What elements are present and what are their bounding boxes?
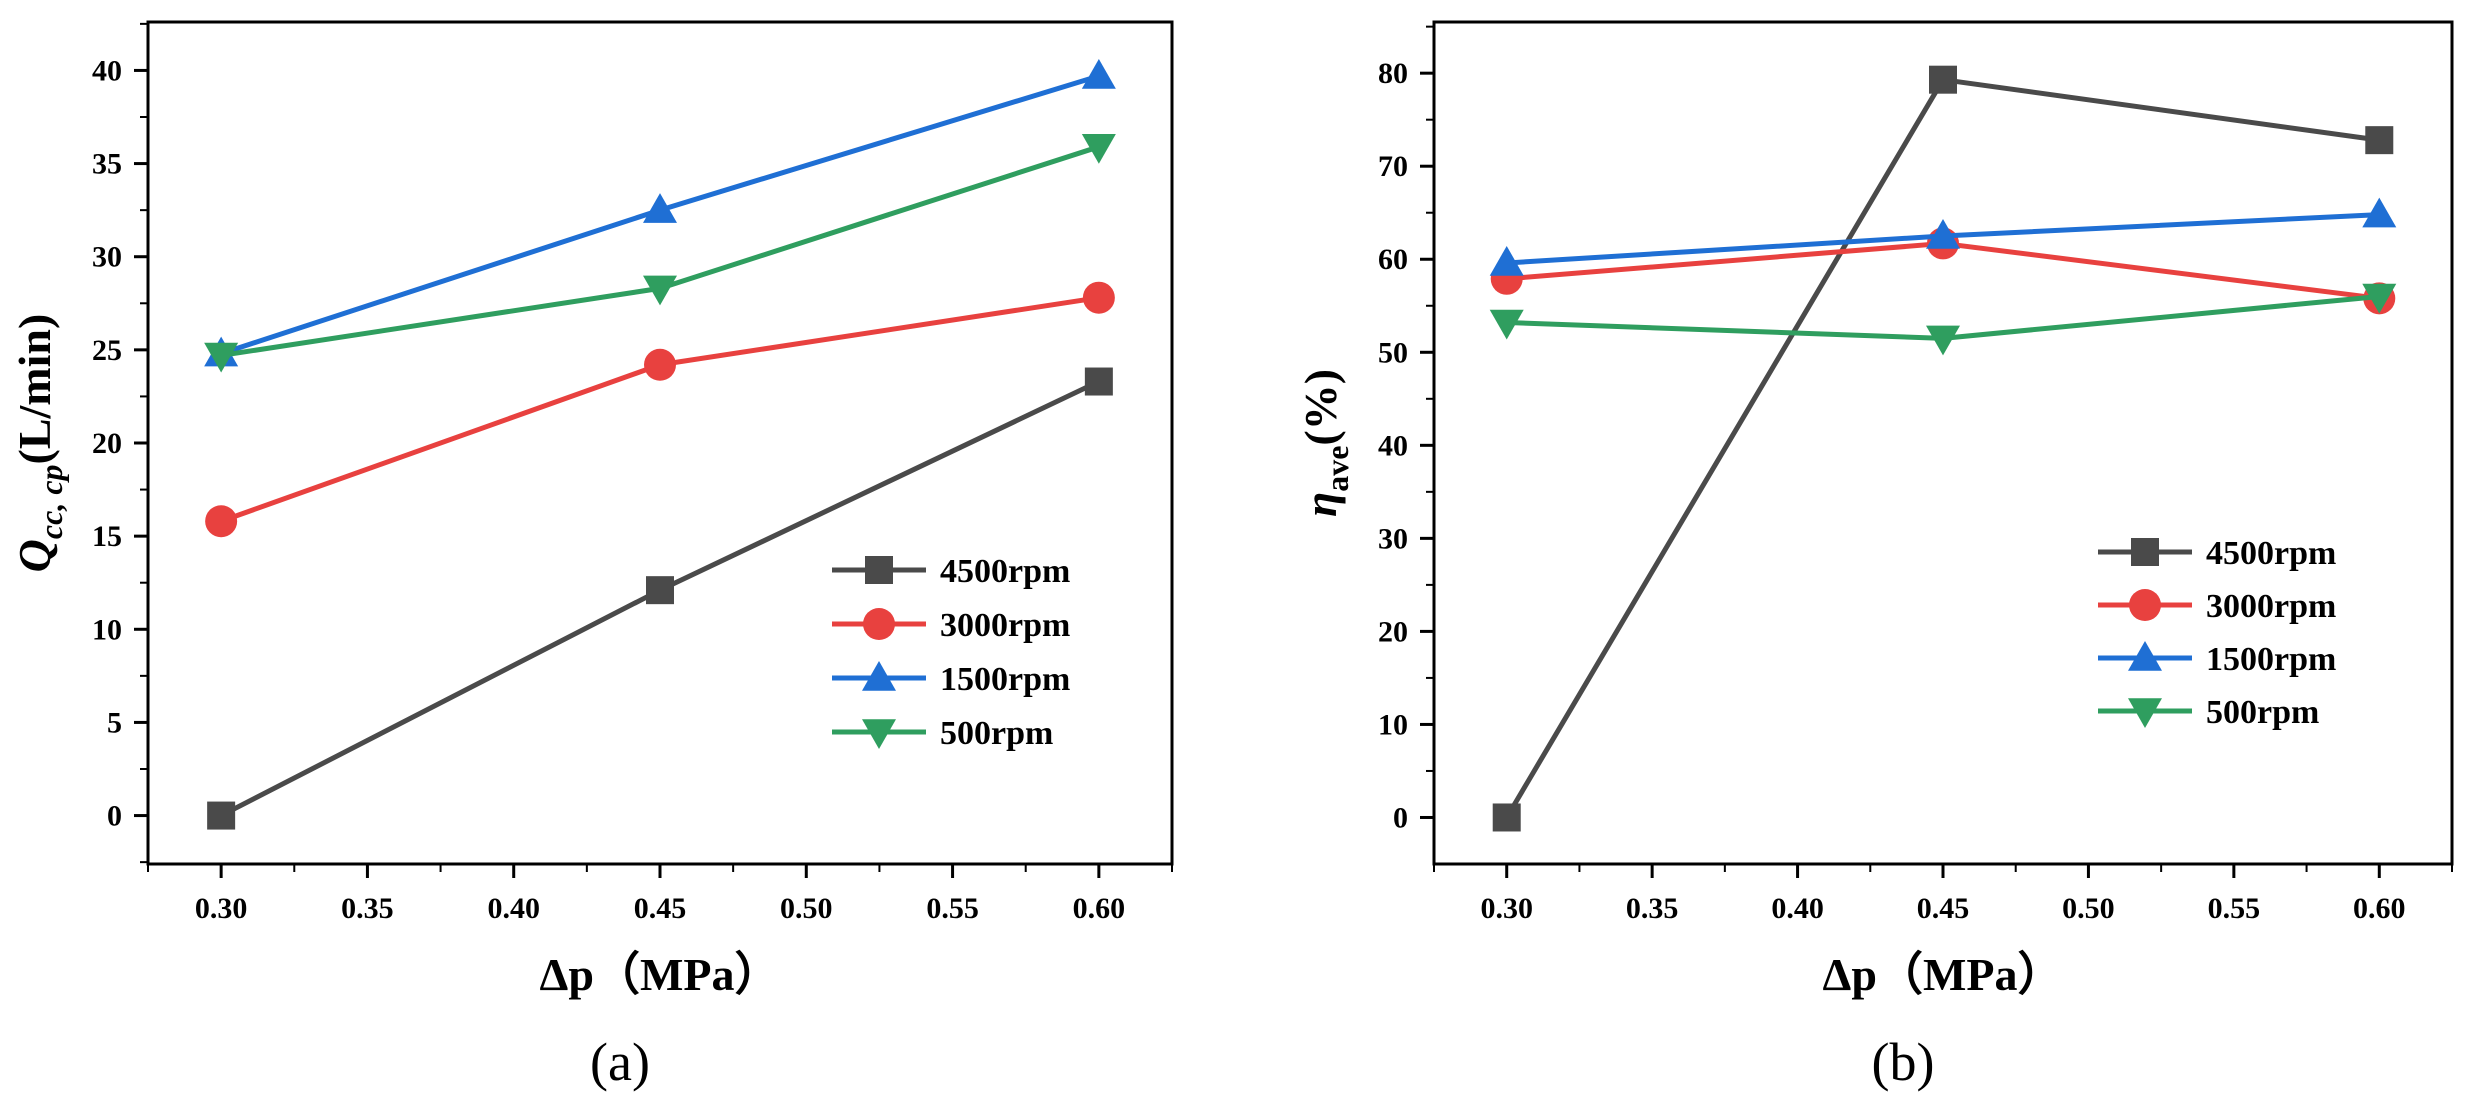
legend-marker-1500rpm — [862, 661, 896, 691]
y-tick-label: 15 — [92, 520, 122, 553]
data-point-3000rpm — [205, 505, 238, 538]
y-axis-label-unit: (%) — [1295, 369, 1346, 446]
panel-label: (a) — [590, 1032, 650, 1092]
data-point-500rpm — [643, 275, 677, 306]
y-tick-label: 40 — [92, 54, 122, 87]
data-point-4500rpm — [2365, 126, 2394, 155]
data-point-1500rpm — [1081, 59, 1116, 89]
data-point-4500rpm — [207, 801, 236, 830]
y-tick-label: 80 — [1378, 57, 1408, 90]
data-point-1500rpm — [2362, 197, 2397, 228]
legend-marker-3000rpm — [863, 608, 895, 640]
y-axis-label-symbol: η — [1295, 492, 1346, 517]
y-tick-label: 20 — [92, 427, 122, 460]
x-tick-label: 0.35 — [341, 892, 394, 925]
x-tick-label: 0.35 — [1626, 892, 1679, 925]
y-tick-label: 20 — [1378, 615, 1408, 648]
x-tick-label: 0.60 — [1073, 892, 1126, 925]
data-point-3000rpm — [644, 348, 676, 381]
x-tick-label: 0.30 — [195, 892, 248, 925]
legend-label: 500rpm — [940, 715, 1053, 752]
x-axis-label: Δp（MPa） — [1823, 949, 2064, 1000]
y-axis-label-symbol: Q — [9, 539, 60, 572]
legend-label: 1500rpm — [940, 661, 1070, 698]
legend-marker-500rpm — [862, 719, 896, 749]
chart-panel-b: 0.30 0.35 0.40 0.45 0.50 0.55 0.60 0 10 20 30 40 50 6… — [1295, 20, 2454, 1092]
y-tick-label: 30 — [92, 241, 122, 274]
data-point-3000rpm — [1082, 281, 1115, 314]
y-tick-label: 25 — [92, 334, 122, 367]
y-tick-label: 40 — [1378, 429, 1408, 462]
y-tick-label: 10 — [1378, 708, 1408, 741]
legend-marker-1500rpm — [2128, 641, 2162, 671]
legend-label: 4500rpm — [940, 553, 1070, 590]
x-tick-label: 0.55 — [2208, 892, 2261, 925]
x-tick-label: 0.40 — [487, 892, 540, 925]
y-axis-label: Qcc, cp(L/min) — [9, 314, 69, 573]
data-point-1500rpm — [1926, 218, 1960, 249]
y-axis-label-unit: (L/min) — [9, 314, 60, 465]
x-tick-label: 0.30 — [1480, 892, 1533, 925]
panel-label: (b) — [1872, 1032, 1935, 1092]
y-tick-label: 60 — [1378, 243, 1408, 276]
data-point-500rpm — [204, 342, 239, 373]
x-tick-label: 0.60 — [2353, 892, 2406, 925]
y-tick-label: 0 — [107, 800, 122, 833]
legend-marker-4500rpm — [2131, 538, 2159, 566]
data-point-1500rpm — [643, 193, 677, 223]
y-axis-label-subscript: ave — [1319, 446, 1355, 492]
legend-marker-500rpm — [2128, 698, 2162, 728]
data-point-4500rpm — [646, 576, 674, 605]
y-tick-label: 0 — [1393, 801, 1408, 834]
x-tick-label: 0.50 — [780, 892, 833, 925]
legend-marker-3000rpm — [2129, 589, 2161, 621]
legend-label: 3000rpm — [940, 607, 1070, 644]
y-tick-label: 5 — [107, 706, 122, 739]
y-tick-label: 35 — [92, 148, 122, 181]
legend: 4500rpm 3000rpm 1500rpm 500rpm — [832, 553, 1070, 752]
data-point-4500rpm — [1492, 803, 1521, 832]
y-axis-label-subscript: cc, cp — [33, 464, 69, 539]
x-tick-label: 0.50 — [2062, 892, 2115, 925]
data-point-500rpm — [1081, 134, 1116, 164]
y-tick-label: 10 — [92, 613, 122, 646]
data-point-500rpm — [2362, 283, 2397, 314]
series-line-3000rpm — [220, 295, 1100, 524]
data-point-1500rpm — [1489, 245, 1524, 276]
data-point-4500rpm — [1084, 367, 1113, 396]
y-tick-label: 30 — [1378, 522, 1408, 555]
data-point-500rpm — [1489, 309, 1524, 340]
y-tick-label: 50 — [1378, 336, 1408, 369]
legend-label: 1500rpm — [2206, 641, 2336, 678]
legend-marker-4500rpm — [865, 556, 893, 584]
x-tick-label: 0.40 — [1771, 892, 1824, 925]
data-point-500rpm — [1926, 325, 1960, 356]
x-tick-label: 0.55 — [926, 892, 979, 925]
series-line-500rpm — [220, 144, 1100, 358]
y-tick-label: 70 — [1378, 150, 1408, 183]
x-tick-label: 0.45 — [1917, 892, 1970, 925]
y-axis-label: ηave(%) — [1295, 369, 1355, 517]
x-tick-label: 0.45 — [634, 892, 687, 925]
plot-frame — [1432, 20, 2454, 866]
chart-panel-a: 0.30 0.35 0.40 0.45 0.50 0.55 0.60 0 5 10 15 20 25 30… — [9, 20, 1174, 1092]
x-axis-label: Δp（MPa） — [540, 949, 781, 1000]
legend-label: 4500rpm — [2206, 535, 2336, 572]
legend-label: 3000rpm — [2206, 588, 2336, 625]
legend-label: 500rpm — [2206, 694, 2319, 731]
legend: 4500rpm 3000rpm 1500rpm 500rpm — [2098, 535, 2336, 731]
data-point-4500rpm — [1929, 65, 1957, 94]
